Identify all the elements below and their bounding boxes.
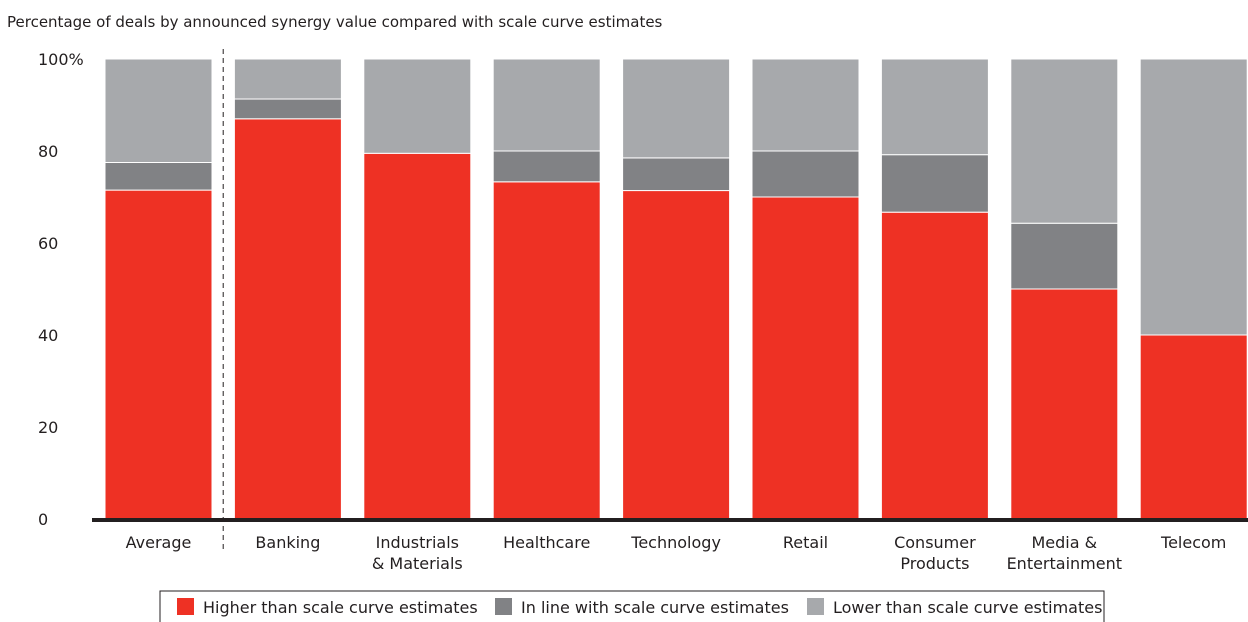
bar-segment-consumer-products-lower-than-scale (880, 58, 989, 156)
bar-segment-telecom-higher-than-scale (1139, 334, 1248, 520)
category-label: & Materials (372, 554, 463, 573)
bar-segment-industrials-materials-lower-than-scale (363, 58, 472, 154)
bar-segment-telecom-lower-than-scale (1139, 58, 1248, 336)
category-label: Retail (783, 533, 828, 552)
legend-label-2: In line with scale curve estimates (521, 598, 789, 617)
bar-segment-media-entertainment-higher-than-scale (1010, 288, 1119, 520)
category-label: Telecom (1160, 533, 1226, 552)
bar-group-healthcare (492, 58, 601, 520)
y-tick-label: 60 (38, 234, 58, 253)
y-tick-label: 0 (38, 510, 48, 529)
bar-segment-healthcare-in-line-with (492, 150, 601, 183)
bar-segment-healthcare-lower-than-scale (492, 58, 601, 152)
bar-group-technology (622, 58, 731, 520)
bar-segment-banking-in-line-with (233, 98, 342, 120)
bar-segment-industrials-materials-higher-than-scale (363, 152, 472, 520)
legend-swatch-3 (807, 598, 824, 615)
legend-swatch-2 (495, 598, 512, 615)
y-tick-label: 100% (38, 50, 84, 69)
legend-label-3: Lower than scale curve estimates (833, 598, 1102, 617)
category-label: Technology (630, 533, 721, 552)
bar-segment-healthcare-higher-than-scale (492, 181, 601, 520)
bar-segment-average-lower-than-scale (104, 58, 213, 163)
bar-segment-banking-lower-than-scale (233, 58, 342, 100)
category-label: Healthcare (503, 533, 590, 552)
category-label: Average (126, 533, 192, 552)
bar-group-banking (233, 58, 342, 520)
x-axis-labels: Average Banking Industrials & Materials Heal… (126, 533, 1227, 573)
category-label: Entertainment (1007, 554, 1122, 573)
y-axis-ticks: 0 20 40 60 80 100% (38, 50, 84, 529)
legend-box (159, 590, 1105, 622)
category-label: Media & (1031, 533, 1097, 552)
bar-segment-retail-in-line-with (751, 150, 860, 198)
bar-group-consumer-products (880, 58, 989, 520)
legend: Higher than scale curve estimates In line… (159, 590, 1105, 622)
bar-segment-banking-higher-than-scale (233, 118, 342, 520)
bar-segment-media-entertainment-lower-than-scale (1010, 58, 1119, 224)
bar-segment-consumer-products-higher-than-scale (880, 211, 989, 520)
bar-segment-retail-higher-than-scale (751, 196, 860, 520)
bar-group-telecom (1139, 58, 1248, 520)
bar-segment-retail-lower-than-scale (751, 58, 860, 152)
category-label: Banking (255, 533, 320, 552)
y-tick-label: 80 (38, 142, 58, 161)
bar-segment-average-in-line-with (104, 162, 213, 191)
y-tick-label: 40 (38, 326, 58, 345)
bar-group-media-entertainment (1010, 58, 1119, 520)
legend-swatch-1 (177, 598, 194, 615)
y-tick-label: 20 (38, 418, 58, 437)
bar-group-retail (751, 58, 860, 520)
bar-group-average (104, 58, 213, 520)
category-label: Products (900, 554, 969, 573)
bar-segment-media-entertainment-in-line-with (1010, 222, 1119, 290)
bar-segment-technology-higher-than-scale (622, 190, 731, 520)
category-label: Consumer (894, 533, 976, 552)
bar-segment-consumer-products-in-line-with (880, 154, 989, 213)
bar-segment-average-higher-than-scale (104, 189, 213, 520)
category-label: Industrials (376, 533, 459, 552)
chart-title: Percentage of deals by announced synergy… (7, 13, 663, 31)
bar-segment-technology-lower-than-scale (622, 58, 731, 159)
bar-group-industrials-materials (363, 58, 472, 520)
bar-segment-technology-in-line-with (622, 157, 731, 192)
legend-label-1: Higher than scale curve estimates (203, 598, 478, 617)
stacked-bars (104, 58, 1248, 520)
